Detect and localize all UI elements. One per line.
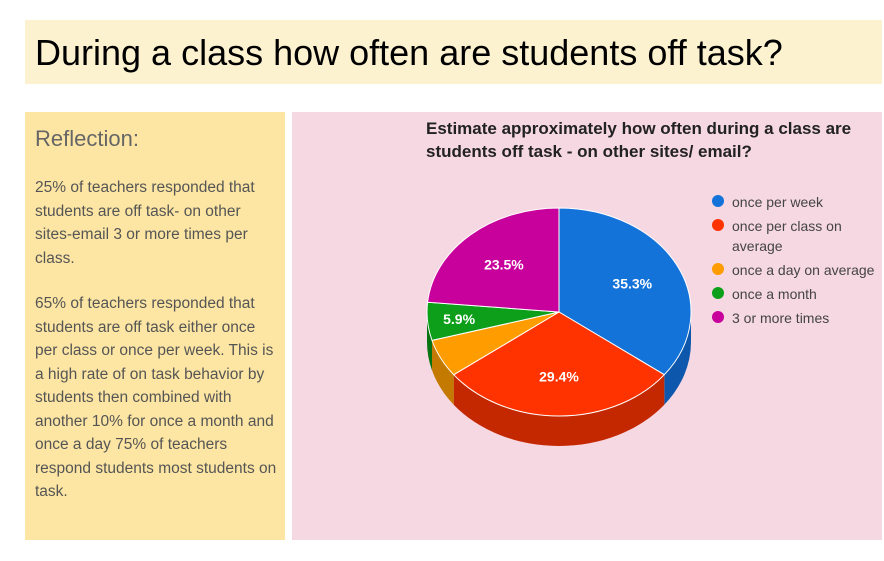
legend-swatch-1 bbox=[712, 195, 724, 207]
legend-swatch-4 bbox=[712, 287, 724, 299]
pie-label-5: 23.5% bbox=[484, 256, 524, 272]
reflection-paragraph-2: 65% of teachers responded that students … bbox=[35, 295, 277, 500]
legend-item-1: once per week bbox=[712, 192, 882, 212]
page-title: During a class how often are students of… bbox=[35, 32, 783, 73]
legend-swatch-5 bbox=[712, 311, 724, 323]
legend-label-4: once a month bbox=[732, 286, 817, 302]
pie-side-3 bbox=[432, 340, 454, 405]
pie-chart: 35.3% 29.4% 5.9% 23.5% bbox=[426, 207, 692, 447]
legend-label-5: 3 or more times bbox=[732, 310, 830, 326]
pie-label-1: 35.3% bbox=[612, 275, 652, 291]
pie-labels: 35.3% 29.4% 5.9% 23.5% bbox=[443, 256, 653, 384]
pie-label-2: 29.4% bbox=[539, 368, 579, 384]
pie-slice-1 bbox=[558, 207, 692, 376]
legend-item-5: 3 or more times bbox=[712, 308, 882, 328]
legend-label-3: once a day on average bbox=[732, 262, 875, 278]
pie-slice-5 bbox=[427, 207, 560, 313]
reflection-heading: Reflection: bbox=[35, 126, 139, 151]
chart-legend: once per week once per class on average on… bbox=[712, 192, 882, 332]
chart-panel: Estimate approximately how often during … bbox=[292, 112, 882, 540]
legend-item-2: once per class on average bbox=[712, 216, 882, 256]
pie-slice-2 bbox=[452, 311, 666, 417]
reflection-paragraph-1: 25% of teachers responded that students … bbox=[35, 179, 255, 267]
legend-swatch-2 bbox=[712, 219, 724, 231]
legend-item-3: once a day on average bbox=[712, 260, 882, 280]
reflection-panel: Reflection: 25% of teachers responded th… bbox=[25, 112, 285, 540]
legend-label-1: once per week bbox=[732, 194, 824, 210]
title-bar: During a class how often are students of… bbox=[25, 20, 882, 84]
chart-title: Estimate approximately how often during … bbox=[426, 119, 852, 161]
legend-label-2: once per class on average bbox=[732, 218, 842, 254]
legend-item-4: once a month bbox=[712, 284, 882, 304]
pie-label-4: 5.9% bbox=[443, 311, 475, 327]
legend-swatch-3 bbox=[712, 263, 724, 275]
pie-side-2 bbox=[453, 374, 665, 447]
pie-slices bbox=[426, 207, 692, 417]
